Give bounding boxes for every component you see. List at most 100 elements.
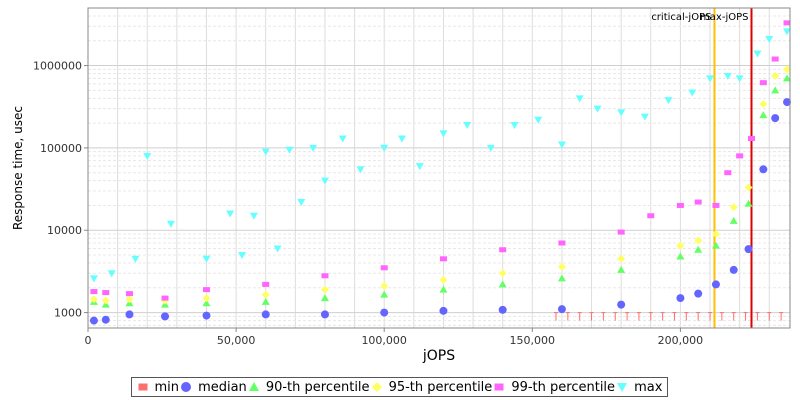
- data-point: [694, 245, 703, 253]
- data-point: [765, 36, 774, 44]
- data-point: [202, 255, 211, 263]
- legend-label: min: [154, 379, 180, 395]
- data-point: [439, 275, 448, 284]
- y-tick-label: 100000: [40, 142, 82, 155]
- legend-marker-shape: [248, 382, 259, 391]
- x-tick-label: 0: [85, 334, 92, 347]
- data-point: [676, 202, 684, 208]
- legend-marker: [617, 383, 628, 392]
- legend-marker-shape: [494, 383, 504, 391]
- data-point: [498, 269, 507, 278]
- data-point: [439, 285, 448, 293]
- data-point: [694, 289, 703, 298]
- legend-marker: [138, 383, 148, 391]
- data-point: [723, 72, 732, 80]
- x-tick-label: 150,000: [510, 334, 556, 347]
- legend-label: max: [634, 379, 663, 395]
- series-95-th-percentile: [89, 65, 792, 305]
- data-point: [101, 315, 110, 324]
- y-axis: 100010000100000100000010000000: [33, 60, 88, 320]
- data-point: [617, 265, 626, 273]
- data-point: [161, 295, 169, 301]
- data-point: [534, 116, 543, 124]
- data-point: [297, 199, 306, 207]
- data-point: [558, 240, 566, 246]
- data-point: [498, 280, 507, 288]
- series-99-th-percentile: [90, 20, 791, 301]
- max-jOPS-marker-label: max-jOPS: [700, 12, 748, 23]
- data-point: [226, 210, 235, 218]
- data-point: [202, 299, 211, 307]
- data-point: [89, 295, 98, 304]
- legend-item: median: [180, 380, 247, 395]
- data-point: [771, 56, 779, 62]
- data-point: [617, 109, 626, 117]
- data-point: [125, 295, 134, 304]
- data-point: [759, 100, 768, 109]
- grid: [88, 7, 790, 328]
- data-point: [575, 95, 584, 103]
- legend-item: 99-th percentile: [493, 380, 615, 395]
- data-point: [759, 111, 768, 119]
- data-point: [706, 75, 715, 83]
- data-point: [380, 290, 389, 298]
- data-point: [338, 135, 347, 143]
- y-tick-label: 1000000: [33, 60, 82, 73]
- data-point: [102, 290, 110, 296]
- series-max: [89, 28, 792, 283]
- data-point: [759, 165, 768, 174]
- data-point: [744, 199, 753, 207]
- data-point: [640, 113, 649, 121]
- data-point: [783, 65, 792, 74]
- data-point: [202, 294, 211, 303]
- data-point: [380, 282, 389, 291]
- data-point: [499, 247, 507, 253]
- data-point: [753, 50, 762, 58]
- data-point: [320, 294, 329, 302]
- legend-item: min: [137, 379, 180, 395]
- data-point: [320, 285, 329, 294]
- data-point: [729, 216, 738, 224]
- data-point: [166, 220, 175, 228]
- data-point: [498, 305, 507, 314]
- data-point: [711, 230, 720, 239]
- data-points: [89, 20, 792, 325]
- legend-label: 95-th percentile: [388, 379, 493, 395]
- y-tick-label: 1000: [54, 307, 82, 320]
- data-point: [724, 170, 732, 176]
- data-point: [273, 245, 282, 253]
- series-90-th-percentile: [89, 74, 792, 308]
- legend-marker-shape: [181, 382, 192, 392]
- data-point: [647, 213, 655, 219]
- data-point: [557, 305, 566, 314]
- legend-item: max: [616, 380, 662, 395]
- data-point: [736, 153, 744, 159]
- data-point: [463, 121, 472, 129]
- data-point: [89, 316, 98, 325]
- data-point: [202, 311, 211, 320]
- legend-marker-shape: [371, 382, 382, 392]
- data-point: [309, 144, 318, 152]
- data-point: [320, 177, 329, 185]
- data-point: [356, 166, 365, 174]
- data-point: [262, 281, 270, 287]
- data-point: [415, 163, 424, 171]
- data-point: [712, 202, 720, 208]
- legend-marker: [181, 382, 192, 392]
- legend-item: 95-th percentile: [371, 379, 493, 395]
- critical-jOPS-marker-label: critical-jOPS: [651, 12, 711, 23]
- data-point: [783, 28, 792, 36]
- data-point: [694, 199, 702, 205]
- data-point: [125, 291, 133, 297]
- data-point: [711, 241, 720, 249]
- data-point: [131, 255, 140, 263]
- data-point: [735, 75, 744, 83]
- data-point: [557, 274, 566, 282]
- data-point: [261, 148, 270, 156]
- data-point: [249, 212, 258, 220]
- data-point: [783, 20, 791, 26]
- data-point: [397, 135, 406, 143]
- data-point: [439, 130, 448, 138]
- x-tick-label: 200,000: [658, 334, 704, 347]
- x-axis-title: jOPS: [422, 348, 455, 364]
